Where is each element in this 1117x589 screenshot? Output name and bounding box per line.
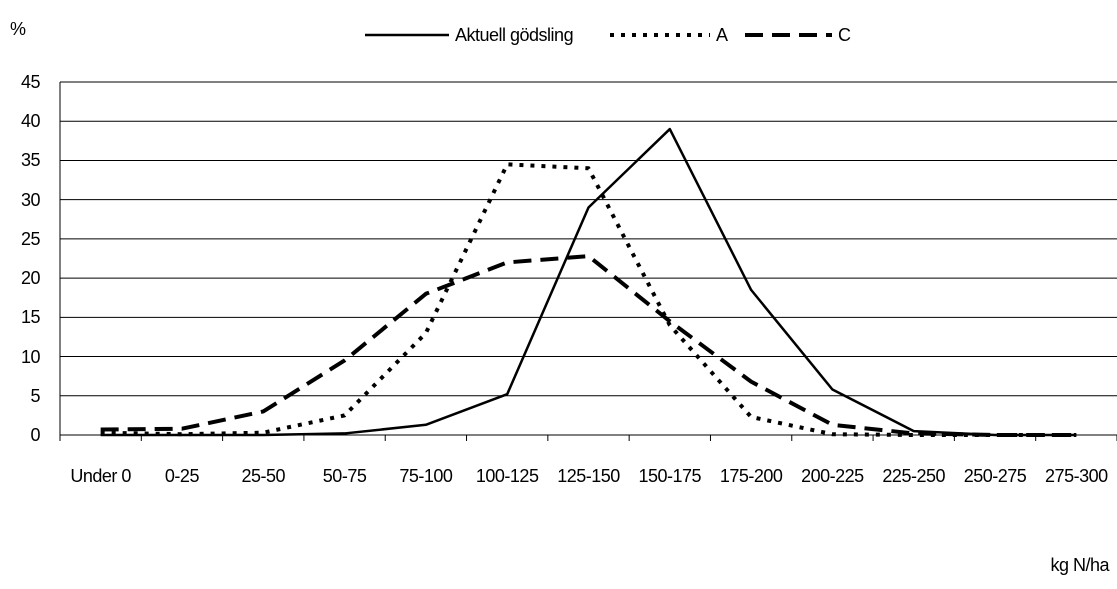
y-tick-label: 10 <box>20 346 41 367</box>
x-tick-label: Under 0 <box>70 466 131 486</box>
legend-label: A <box>716 25 728 45</box>
x-tick-label: 75-100 <box>399 466 453 486</box>
y-tick-label: 5 <box>30 385 40 406</box>
x-tick-label: 25-50 <box>241 466 286 486</box>
legend-label: C <box>838 25 851 45</box>
y-tick-label: 20 <box>20 268 41 289</box>
series-line <box>100 162 1077 437</box>
x-tick-label: 125-150 <box>557 466 620 486</box>
x-tick-label: 250-275 <box>963 466 1027 486</box>
x-tick-label: 225-250 <box>882 466 945 486</box>
y-tick-label: 15 <box>20 307 41 328</box>
y-axis-label: % <box>10 19 26 39</box>
x-axis-label: kg N/ha <box>1050 555 1109 575</box>
x-tick-label: 275-300 <box>1045 466 1108 486</box>
x-tick-label: 0-25 <box>164 466 200 486</box>
y-tick-label: 0 <box>30 425 40 445</box>
y-tick-label: 30 <box>20 189 41 210</box>
x-tick-label: 50-75 <box>322 466 367 486</box>
y-tick-label: 35 <box>20 150 41 171</box>
legend-label: Aktuell gödsling <box>455 25 574 45</box>
x-tick-label: 175-200 <box>719 466 783 486</box>
y-tick-label: 40 <box>20 111 41 132</box>
x-tick-label: 200-225 <box>801 466 864 486</box>
y-tick-label: 25 <box>20 228 41 249</box>
y-tick-label: 45 <box>20 72 41 92</box>
series-line <box>100 254 1077 437</box>
x-tick-label: 150-175 <box>638 466 702 486</box>
series-line <box>100 127 1077 437</box>
x-tick-label: 100-125 <box>475 466 539 486</box>
